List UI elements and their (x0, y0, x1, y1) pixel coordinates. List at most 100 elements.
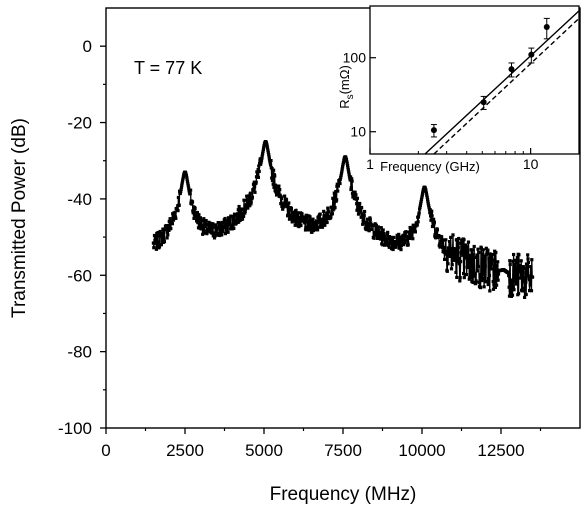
transmission-point (418, 203, 422, 207)
transmission-point (177, 203, 181, 207)
transmission-point (239, 207, 243, 211)
transmission-point (334, 189, 338, 194)
transmission-point (190, 200, 195, 204)
transmission-point (509, 281, 513, 285)
transmission-point (307, 220, 311, 224)
transmission-point (304, 225, 308, 229)
transmission-point (477, 280, 481, 284)
transmission-point (361, 215, 366, 219)
transmission-point (529, 265, 533, 269)
transmission-point (292, 212, 296, 216)
transmission-point (259, 158, 264, 162)
transmission-point (345, 159, 349, 163)
transmission-point (154, 233, 158, 238)
transmission-point (179, 187, 183, 191)
transmission-point (420, 195, 424, 199)
transmission-point (402, 241, 406, 245)
transmission-point (329, 215, 333, 219)
transmission-point (337, 180, 341, 184)
transmission-point (251, 188, 255, 192)
transmission-point (453, 253, 457, 257)
transmission-point (419, 199, 423, 204)
transmission-point (202, 229, 206, 233)
transmission-point (294, 223, 298, 227)
transmission-point (518, 264, 522, 268)
transmission-point (495, 264, 499, 268)
transmission-point (350, 177, 354, 181)
y-tick-label: -20 (67, 114, 92, 133)
transmission-point (401, 233, 405, 237)
transmission-point (462, 238, 466, 242)
transmission-point (523, 295, 527, 299)
transmission-point (486, 282, 490, 287)
transmission-point (391, 235, 395, 239)
transmission-point (450, 263, 454, 267)
transmission-point (510, 278, 514, 282)
transmission-point (416, 215, 421, 219)
transmission-point (374, 224, 378, 228)
transmission-point (219, 223, 223, 227)
transmission-point (233, 218, 237, 222)
transmission-point (232, 212, 237, 216)
transmission-point (466, 240, 471, 244)
transmission-point (479, 286, 483, 290)
transmission-point (229, 214, 233, 218)
transmission-point (443, 257, 447, 261)
y-tick-label: -40 (67, 190, 92, 209)
transmission-point (261, 152, 265, 156)
x-tick-label: 7500 (324, 441, 362, 460)
transmission-point (274, 184, 278, 188)
transmission-point (487, 273, 491, 278)
transmission-point (200, 223, 204, 227)
transmission-point (290, 213, 294, 217)
transmission-point (520, 269, 524, 273)
transmission-point (458, 279, 462, 283)
transmission-point (420, 193, 424, 197)
transmission-point (194, 214, 198, 218)
transmission-point (243, 207, 248, 211)
transmission-point (256, 175, 260, 179)
transmission-point (417, 211, 421, 215)
transmission-point (210, 231, 214, 235)
transmission-point (397, 245, 402, 249)
transmission-point (345, 161, 349, 165)
transmission-point (391, 247, 395, 252)
transmission-point (447, 247, 451, 251)
transmission-point (267, 155, 271, 159)
transmission-point (464, 248, 468, 253)
transmission-point (236, 208, 240, 212)
transmission-point (154, 247, 158, 251)
transmission-point (440, 235, 444, 239)
transmission-point (468, 253, 472, 257)
transmission-point (207, 223, 211, 227)
transmission-point (369, 227, 373, 231)
transmission-point (474, 279, 478, 283)
transmission-point (331, 196, 335, 200)
transmission-point (404, 230, 408, 234)
transmission-point (473, 272, 477, 276)
transmission-point (376, 225, 380, 229)
transmission-point (451, 250, 455, 255)
transmission-point (296, 211, 300, 215)
transmission-point (434, 236, 438, 240)
transmission-point (204, 223, 208, 227)
transmission-point (340, 167, 344, 171)
transmission-point (490, 252, 494, 257)
transmission-point (212, 233, 216, 237)
transmission-point (356, 212, 361, 216)
transmission-point (157, 244, 162, 249)
transmission-point (308, 222, 312, 226)
transmission-point (377, 231, 381, 235)
transmission-point (333, 194, 337, 198)
transmission-point (253, 185, 257, 189)
transmission-point (209, 227, 213, 231)
main-series-transmitted-power (151, 140, 535, 299)
transmission-point (310, 230, 314, 234)
transmission-point (466, 265, 470, 269)
transmission-point (152, 246, 156, 250)
transmission-point (220, 220, 224, 224)
transmission-point (347, 170, 351, 174)
transmission-point (455, 238, 460, 242)
transmission-point (356, 206, 360, 210)
transmission-point (355, 196, 359, 200)
